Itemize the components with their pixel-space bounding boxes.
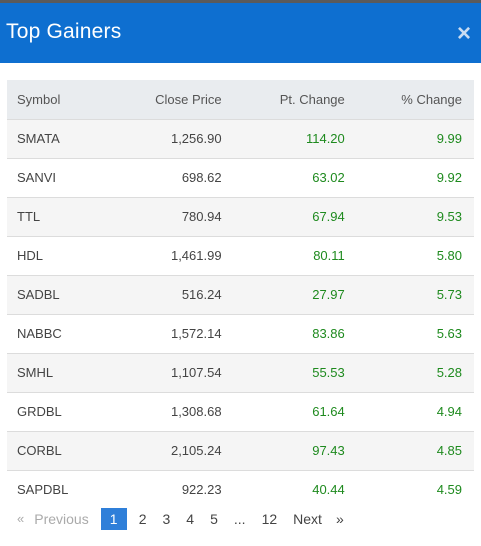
cell-pt-change: 27.97 <box>312 287 345 302</box>
cell-pt-change: 63.02 <box>312 170 345 185</box>
cell-pct-change: 9.99 <box>436 131 462 146</box>
cell-close-price: 1,461.99 <box>170 248 222 263</box>
cell-symbol: SANVI <box>17 170 57 185</box>
cell-symbol: NABBC <box>17 326 62 341</box>
gainers-table: Symbol Close Price Pt. Change % Change S… <box>7 80 474 509</box>
close-icon[interactable]: × <box>456 20 471 47</box>
cell-pt-change: 114.20 <box>305 131 345 146</box>
gainers-table-container: Symbol Close Price Pt. Change % Change S… <box>7 80 474 509</box>
table-row[interactable]: SMATA 1,256.90 114.20 9.99 <box>7 119 474 158</box>
cell-close-price: 1,308.68 <box>170 404 222 419</box>
cell-pct-change: 9.92 <box>436 170 462 185</box>
next-arrow-icon[interactable]: » <box>335 511 344 527</box>
page-4-button[interactable]: 4 <box>186 511 195 527</box>
cell-pt-change: 40.44 <box>312 482 345 498</box>
cell-symbol: SMHL <box>17 365 54 380</box>
page-1-button[interactable]: 1 <box>100 508 127 530</box>
cell-close-price: 1,256.90 <box>170 131 222 146</box>
cell-close-price: 1,107.54 <box>170 365 222 380</box>
cell-pt-change: 55.53 <box>312 365 345 380</box>
header-pt-change[interactable]: Pt. Change <box>279 91 345 107</box>
next-button[interactable]: Next <box>293 511 322 527</box>
table-row[interactable]: SADBL 516.24 27.97 5.73 <box>7 275 474 314</box>
table-row[interactable]: CORBL 2,105.24 97.43 4.85 <box>7 431 474 470</box>
cell-symbol: TTL <box>17 209 41 224</box>
pagination: « Previous 1 2 3 4 5 ... 12 Next » <box>7 508 474 530</box>
table-row[interactable]: GRDBL 1,308.68 61.64 4.94 <box>7 392 474 431</box>
cell-symbol: CORBL <box>17 443 62 458</box>
cell-pct-change: 5.73 <box>436 287 462 302</box>
page-2-button[interactable]: 2 <box>138 511 147 527</box>
cell-pt-change: 83.86 <box>312 326 345 341</box>
modal-header: Top Gainers × <box>0 3 481 63</box>
header-symbol[interactable]: Symbol <box>17 91 61 107</box>
cell-pct-change: 4.85 <box>436 443 462 458</box>
cell-pct-change: 4.94 <box>436 404 462 419</box>
cell-pct-change: 5.80 <box>436 248 462 263</box>
cell-close-price: 922.23 <box>181 482 222 498</box>
table-header-row: Symbol Close Price Pt. Change % Change <box>7 80 474 119</box>
cell-close-price: 516.24 <box>181 287 222 302</box>
cell-pt-change: 80.11 <box>313 248 345 263</box>
header-pct-change[interactable]: % Change <box>401 91 462 107</box>
header-close-price[interactable]: Close Price <box>155 91 222 107</box>
cell-symbol: SADBL <box>17 287 60 302</box>
table-row[interactable]: HDL 1,461.99 80.11 5.80 <box>7 236 474 275</box>
cell-symbol: SMATA <box>17 131 60 146</box>
cell-pt-change: 67.94 <box>312 209 345 224</box>
window-top-strip <box>0 0 481 3</box>
modal-title: Top Gainers <box>6 20 122 43</box>
table-row[interactable]: SMHL 1,107.54 55.53 5.28 <box>7 353 474 392</box>
cell-symbol: HDL <box>17 248 44 263</box>
cell-close-price: 698.62 <box>181 170 222 185</box>
page-3-button[interactable]: 3 <box>162 511 171 527</box>
previous-button[interactable]: Previous <box>34 511 89 527</box>
cell-pct-change: 9.53 <box>436 209 462 224</box>
table-row[interactable]: SAPDBL 922.23 40.44 4.59 <box>7 470 474 509</box>
table-row[interactable]: TTL 780.94 67.94 9.53 <box>7 197 474 236</box>
page-12-button[interactable]: 12 <box>261 511 278 527</box>
cell-symbol: GRDBL <box>17 404 62 419</box>
cell-close-price: 780.94 <box>181 209 222 224</box>
cell-pt-change: 61.64 <box>312 404 345 419</box>
cell-close-price: 1,572.14 <box>170 326 222 341</box>
cell-pct-change: 5.63 <box>436 326 462 341</box>
cell-close-price: 2,105.24 <box>170 443 222 458</box>
pagination-ellipsis: ... <box>233 511 246 527</box>
table-row[interactable]: NABBC 1,572.14 83.86 5.63 <box>7 314 474 353</box>
cell-pct-change: 5.28 <box>436 365 462 380</box>
previous-arrow-icon: « <box>17 511 25 526</box>
cell-pct-change: 4.59 <box>436 482 462 498</box>
cell-symbol: SAPDBL <box>17 482 69 498</box>
table-row[interactable]: SANVI 698.62 63.02 9.92 <box>7 158 474 197</box>
page-5-button[interactable]: 5 <box>210 511 218 527</box>
cell-pt-change: 97.43 <box>312 443 345 458</box>
